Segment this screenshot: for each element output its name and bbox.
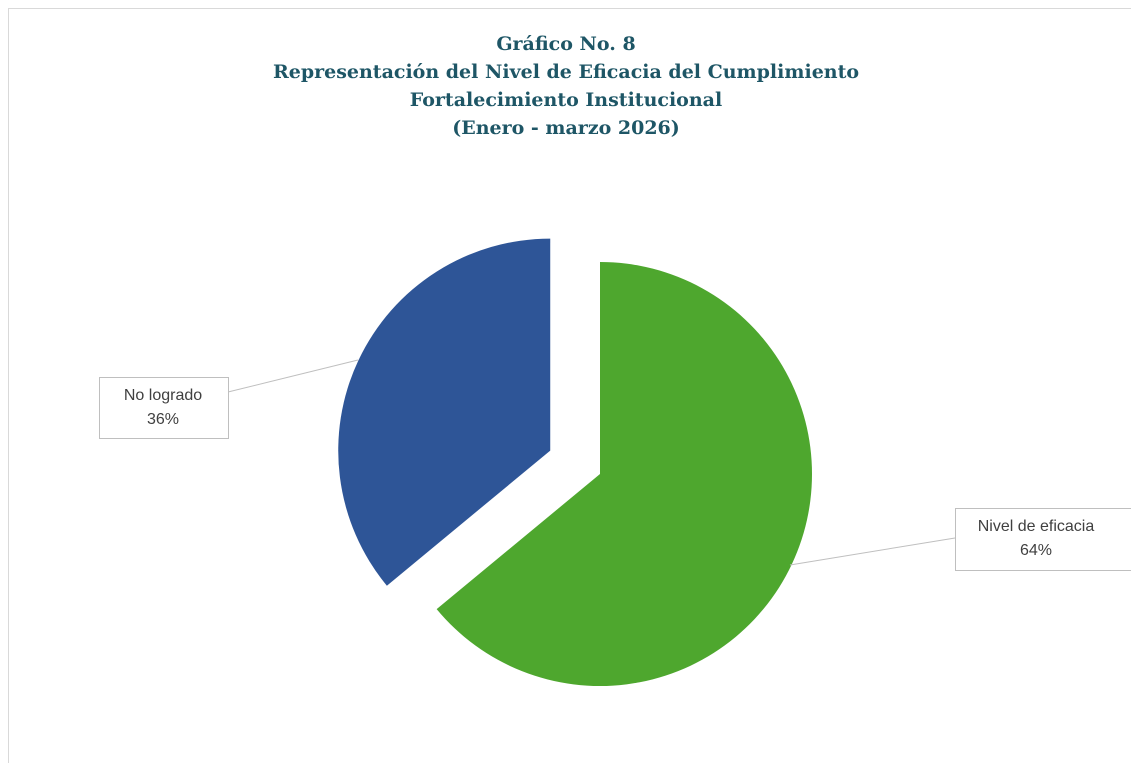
category-label: No logrado bbox=[124, 387, 202, 404]
value-label: 64% bbox=[1020, 542, 1052, 559]
pie-slice bbox=[436, 262, 812, 686]
category-label: Nivel de eficacia bbox=[978, 518, 1095, 535]
chart-title: Representación del Nivel de Eficacia del… bbox=[273, 61, 859, 83]
chart-title: (Enero - marzo 2026) bbox=[452, 117, 680, 139]
leader-line bbox=[789, 537, 956, 566]
label-box bbox=[99, 377, 229, 439]
pie-slice bbox=[338, 238, 551, 586]
label-box bbox=[955, 508, 1131, 571]
chart-title: Fortalecimiento Institucional bbox=[410, 89, 722, 111]
leader-line bbox=[227, 359, 359, 393]
value-label: 36% bbox=[147, 411, 179, 428]
chart-title: Gráfico No. 8 bbox=[496, 33, 635, 55]
